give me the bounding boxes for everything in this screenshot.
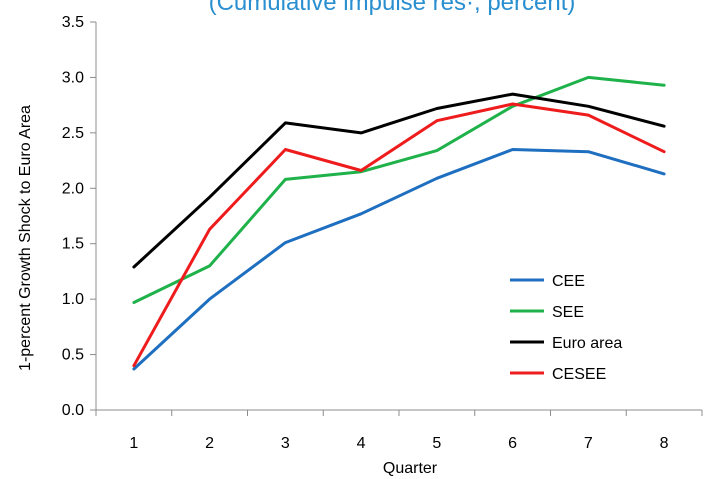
x-tick-label: 7 <box>584 435 593 452</box>
y-tick-label: 2.5 <box>62 125 84 142</box>
x-tick-label: 4 <box>357 435 366 452</box>
y-tick-label: 3.5 <box>62 14 84 31</box>
x-axis-title: Quarter <box>383 460 438 477</box>
series-line-euro-area <box>132 92 666 269</box>
legend-label-cesee: CESEE <box>552 366 606 383</box>
series-line-cesee <box>132 102 666 368</box>
y-axis-title: 1-percent Growth Shock to Euro Area <box>17 105 34 371</box>
legend: CEE SEE Euro area CESEE <box>510 273 622 383</box>
x-tick-label: 8 <box>660 435 669 452</box>
legend-label-cee: CEE <box>552 273 585 290</box>
series-line-cee <box>132 148 666 371</box>
chart-title: (Cumulative impulse res·, percent) <box>209 0 576 16</box>
axes: 0.0 0.5 1.0 1.5 2.0 2.5 3.0 3.5 1 2 3 4 5 6 7 8 <box>62 14 703 452</box>
y-tick-label: 3.0 <box>62 69 84 86</box>
y-tick-label: 1.5 <box>62 236 84 253</box>
legend-label-see: SEE <box>552 304 584 321</box>
y-tick-label: 2.0 <box>62 180 84 197</box>
y-tick-label: 1.0 <box>62 291 84 308</box>
series-layer <box>132 75 666 371</box>
x-tick-label: 6 <box>508 435 517 452</box>
series-line-see <box>132 75 666 304</box>
x-tick-label: 5 <box>432 435 441 452</box>
y-tick-label: 0.5 <box>62 347 84 364</box>
legend-label-euro-area: Euro area <box>552 335 622 352</box>
x-tick-label: 1 <box>129 435 138 452</box>
x-tick-label: 2 <box>205 435 214 452</box>
x-tick-label: 3 <box>281 435 290 452</box>
y-tick-label: 0.0 <box>62 402 84 419</box>
